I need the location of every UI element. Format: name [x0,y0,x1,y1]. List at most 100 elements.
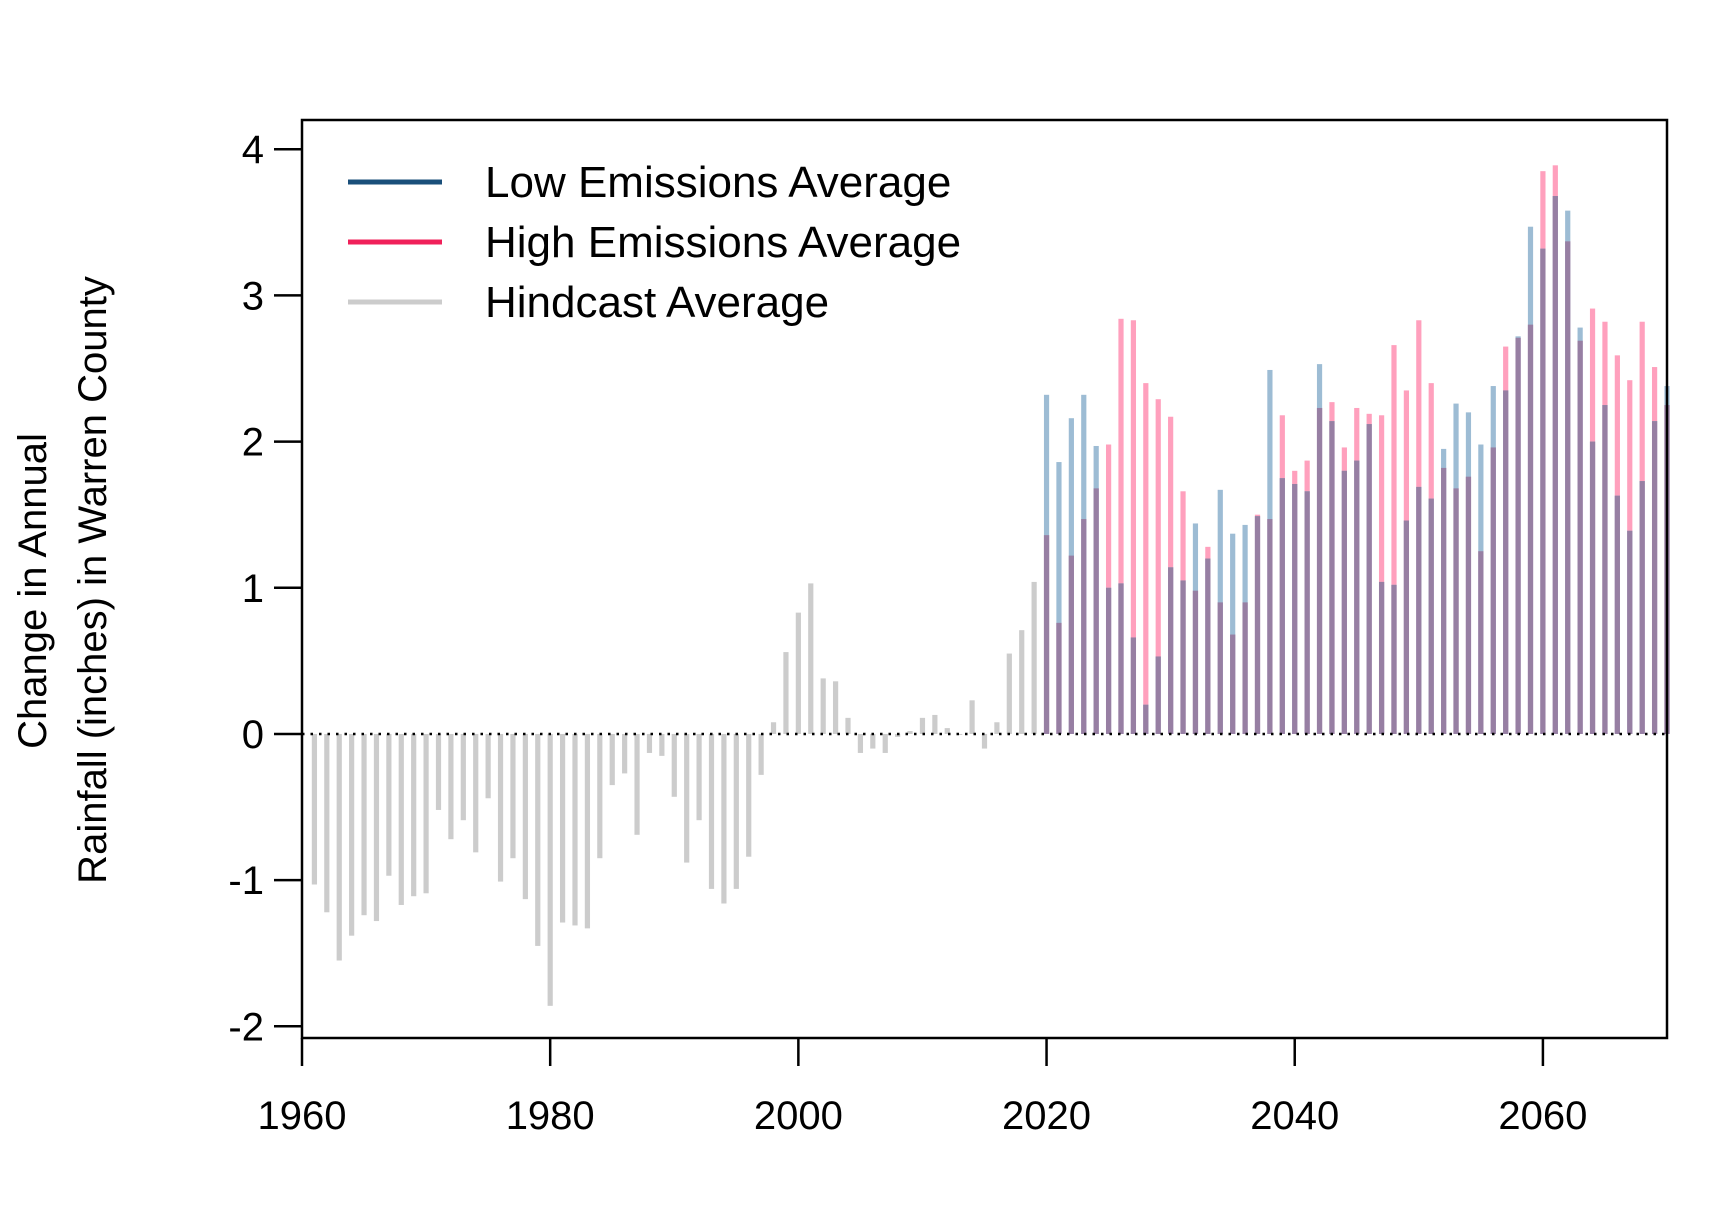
hindcast-bar [311,733,318,885]
hindcast-bar [770,722,777,734]
hindcast-bar [659,733,665,756]
hindcast-bar [435,733,442,810]
hindcast-bar [758,733,764,775]
hindcast-bar [336,733,342,961]
hindcast-bar [535,733,541,946]
overlap-bar [1043,535,1050,734]
overlap-bar [1490,447,1496,734]
hindcast-bar [1019,630,1025,734]
legend-label: High Emissions Average [485,218,961,267]
y-tick-label: 3 [242,274,264,318]
overlap-bar [1056,622,1062,734]
overlap-bar [1155,656,1161,734]
overlap-bar [1081,519,1087,734]
hindcast-bar [559,733,566,923]
overlap-bar [1428,498,1434,734]
high-emissions-bar [1155,399,1161,734]
overlap-bar [1465,476,1472,734]
hindcast-bar [324,733,330,913]
hindcast-bar [944,728,950,734]
hindcast-bar [932,714,938,734]
hindcast-bar [572,733,578,926]
overlap-bar [1093,488,1099,734]
hindcast-bar [510,733,516,859]
overlap-bar [1515,337,1521,734]
low-emissions-bar [1230,533,1236,734]
overlap-bar [1614,495,1620,734]
hindcast-bar [907,731,913,734]
overlap-bar [1577,340,1583,734]
overlap-bar [1403,520,1410,734]
hindcast-bar [373,733,380,922]
high-emissions-bar [1130,320,1137,734]
hindcast-bar [361,733,367,916]
overlap-bars [1043,196,1670,734]
overlap-bar [1205,558,1211,734]
hindcast-bar [746,733,752,857]
legend-label: Low Emissions Average [485,158,951,207]
legend: Low Emissions Average High Emissions Aver… [348,158,961,327]
overlap-bar [1230,634,1236,734]
hindcast-bar [696,733,702,821]
hindcast-bar [795,612,801,734]
overlap-bar [1627,530,1633,734]
hindcast-bar [994,722,1000,734]
hindcast-bar [919,717,926,734]
overlap-bar [1527,324,1534,734]
high-emissions-bar [1143,383,1149,734]
y-tick-label: -1 [228,859,264,903]
x-tick-label: 2060 [1498,1094,1587,1138]
x-tick-label: 2000 [754,1094,843,1138]
hindcast-bar [460,733,466,821]
hindcast-bar [684,733,690,863]
hindcast-bar [448,733,454,840]
overlap-bar [1192,590,1199,734]
low-emissions-bar [1056,462,1062,734]
hindcast-bar [597,733,603,859]
overlap-bar [1316,407,1323,734]
y-tick-label: 0 [242,713,264,757]
hindcast-bar [646,733,653,753]
hindcast-bar [398,733,404,905]
overlap-bar [1378,581,1385,734]
overlap-bar [1105,587,1112,734]
x-tick-label: 2020 [1002,1094,1091,1138]
hindcast-bar [609,733,615,786]
y-tick-label: 1 [242,567,264,611]
plot-frame [300,118,1669,1040]
y-tick-label: -2 [228,1005,264,1049]
x-axis: 1960 1980 2000 2020 2040 2060 [258,1038,1587,1138]
hindcast-bar [820,678,826,734]
hindcast-bar [522,733,528,900]
overlap-bar [1168,567,1174,734]
hindcast-bar [808,583,814,734]
hindcast-bar [411,733,417,897]
hindcast-bar [870,733,876,749]
hindcast-bar [423,733,429,894]
overlap-bar [1651,421,1658,734]
y-axis-label-line-1: Change in Annual [11,433,55,749]
overlap-bar [1478,551,1484,734]
hindcast-bar [733,733,739,889]
hindcast-bar [832,681,839,734]
y-tick-label: 4 [242,128,264,172]
overlap-bar [1639,481,1645,734]
hindcast-bar [671,733,677,797]
overlap-bar [1354,460,1360,734]
x-tick-label: 1980 [506,1094,595,1138]
hindcast-bar [473,733,479,853]
overlap-bar [1292,483,1298,734]
hindcast-bar [1031,581,1037,734]
hindcast-bar [708,733,715,889]
x-tick-label: 1960 [258,1094,347,1138]
legend-label: Hindcast Average [485,278,829,327]
overlap-bar [1118,583,1124,734]
hindcast-bar [497,733,504,882]
hindcast-bar [386,733,392,876]
hindcast-bar [845,717,851,734]
hindcast-bar [584,733,591,929]
overlap-bar [1552,196,1558,734]
overlap-bar [1540,248,1546,734]
overlap-bar [1254,516,1261,734]
